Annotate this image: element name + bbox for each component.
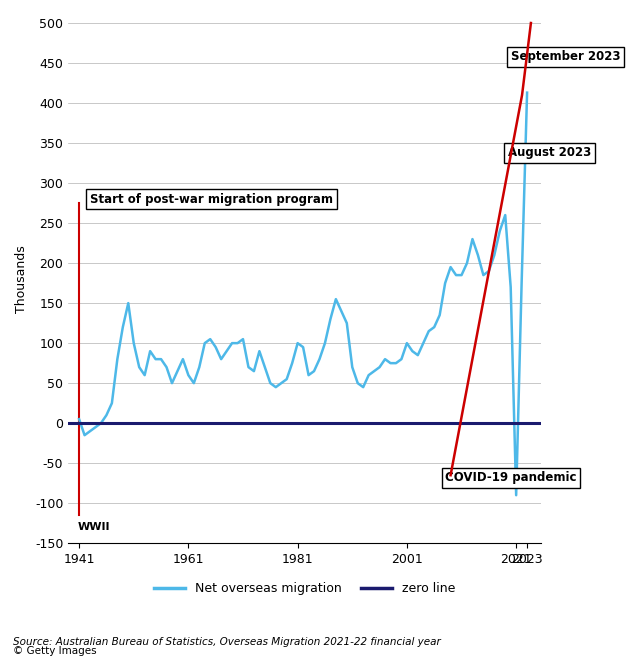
Y-axis label: Thousands: Thousands [15, 245, 28, 313]
Text: August 2023: August 2023 [508, 146, 592, 159]
Legend: Net overseas migration, zero line: Net overseas migration, zero line [149, 577, 460, 600]
Text: © Getty Images: © Getty Images [13, 646, 96, 656]
Text: September 2023: September 2023 [511, 50, 620, 63]
Text: Start of post-war migration program: Start of post-war migration program [90, 192, 333, 206]
Text: WWII: WWII [78, 522, 110, 532]
Text: Source: Australian Bureau of Statistics, Overseas Migration 2021-22 financial ye: Source: Australian Bureau of Statistics,… [13, 637, 441, 646]
Text: COVID-19 pandemic: COVID-19 pandemic [445, 471, 577, 484]
